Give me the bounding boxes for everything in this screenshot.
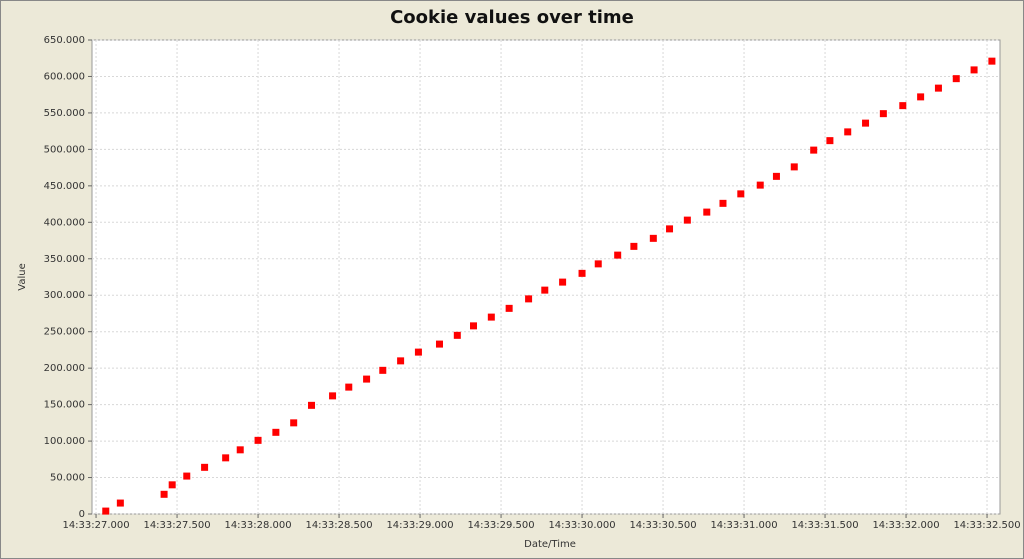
plot-area	[91, 39, 1001, 515]
data-point	[879, 110, 887, 118]
y-axis-title: Value	[17, 263, 28, 290]
data-point	[862, 119, 870, 127]
data-point	[952, 75, 960, 83]
data-point	[102, 507, 110, 515]
y-tick-label: 250.000	[44, 327, 85, 338]
data-point	[329, 392, 337, 400]
data-point	[345, 383, 353, 391]
data-point	[168, 481, 176, 489]
data-point	[435, 340, 443, 348]
data-point	[397, 357, 405, 365]
y-tick-label: 200.000	[44, 363, 85, 374]
data-point	[290, 419, 298, 427]
data-point	[737, 190, 745, 198]
y-tick-label: 50.000	[50, 473, 85, 484]
data-point	[826, 137, 834, 145]
data-point	[183, 472, 191, 480]
data-point	[236, 446, 244, 454]
data-point	[160, 490, 168, 498]
data-point	[844, 128, 852, 136]
y-tick-label: 550.000	[44, 108, 85, 119]
x-tick-label: 14:33:27.500	[143, 520, 210, 531]
data-point	[578, 269, 586, 277]
data-point	[683, 216, 691, 224]
data-point	[414, 348, 422, 356]
y-tick-label: 400.000	[44, 217, 85, 228]
x-tick-label: 14:33:29.500	[467, 520, 534, 531]
data-point	[810, 146, 818, 154]
y-tick-label: 350.000	[44, 254, 85, 265]
data-point	[254, 436, 262, 444]
data-point	[719, 199, 727, 207]
x-tick-label: 14:33:30.500	[629, 520, 696, 531]
data-point	[594, 260, 602, 268]
x-tick-label: 14:33:31.000	[710, 520, 777, 531]
data-point	[116, 499, 124, 507]
data-point	[970, 66, 978, 74]
x-tick-label: 14:33:32.000	[872, 520, 939, 531]
y-tick-label: 150.000	[44, 400, 85, 411]
data-point	[308, 401, 316, 409]
data-point	[222, 454, 230, 462]
data-point	[363, 375, 371, 383]
data-point	[470, 322, 478, 330]
y-tick-label: 650.000	[44, 35, 85, 46]
data-point	[379, 366, 387, 374]
data-point	[756, 181, 764, 189]
y-tick-label: 100.000	[44, 436, 85, 447]
data-point	[505, 304, 513, 312]
x-tick-label: 14:33:28.000	[224, 520, 291, 531]
x-tick-label: 14:33:28.500	[305, 520, 372, 531]
data-point	[666, 225, 674, 233]
x-tick-label: 14:33:31.500	[791, 520, 858, 531]
data-point	[649, 234, 657, 242]
data-point	[772, 172, 780, 180]
data-point	[453, 331, 461, 339]
y-tick-label: 0	[79, 509, 85, 520]
data-point	[917, 93, 925, 101]
x-tick-label: 14:33:27.000	[62, 520, 129, 531]
data-point	[790, 163, 798, 171]
chart-title: Cookie values over time	[390, 7, 634, 28]
data-point	[559, 278, 567, 286]
y-tick-label: 600.000	[44, 71, 85, 82]
data-point	[899, 102, 907, 110]
y-tick-label: 450.000	[44, 181, 85, 192]
data-point	[988, 57, 996, 65]
data-point	[630, 242, 638, 250]
x-tick-label: 14:33:29.000	[386, 520, 453, 531]
x-tick-label: 14:33:30.000	[548, 520, 615, 531]
data-point	[703, 208, 711, 216]
x-axis-title: Date/Time	[524, 539, 576, 550]
data-point	[541, 286, 549, 294]
y-tick-label: 500.000	[44, 144, 85, 155]
data-point	[934, 84, 942, 92]
data-point	[614, 251, 622, 259]
y-tick-label: 300.000	[44, 290, 85, 301]
x-tick-label: 14:33:32.500	[953, 520, 1020, 531]
data-point	[272, 428, 280, 436]
data-point	[487, 313, 495, 321]
data-point	[525, 295, 533, 303]
data-point	[201, 463, 209, 471]
